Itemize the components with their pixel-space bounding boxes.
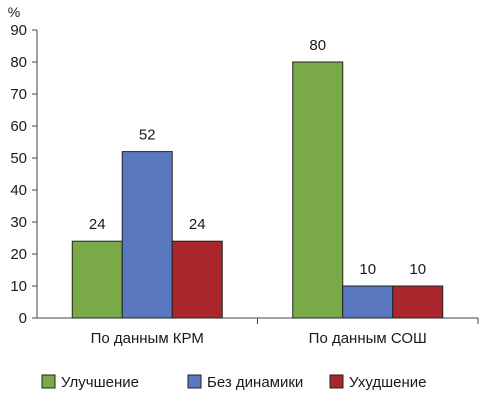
axes: 0 10 20 30 40 50 60 70 80 90% По данным КРМ По данн…: [8, 4, 479, 347]
bar: [342, 285, 394, 319]
bar-value-label: 24: [189, 216, 206, 233]
y-tick-label: 40: [10, 182, 27, 199]
legend-label: Без динамики: [207, 374, 303, 391]
x-category-label: По данным КРМ: [91, 330, 204, 347]
bar-value-label: 52: [139, 127, 156, 144]
legend-swatch: [329, 374, 344, 389]
bar-value-label: 10: [409, 261, 426, 278]
bars: [71, 61, 444, 319]
y-tick-label: 60: [10, 118, 27, 135]
y-tick-label: 70: [10, 86, 27, 103]
bar-value-label: 24: [89, 216, 106, 233]
y-tick-label: 80: [10, 54, 27, 71]
legend-label: Ухудшение: [349, 374, 427, 391]
y-axis-unit-label: %: [8, 4, 20, 20]
bar: [171, 240, 223, 319]
bar-value-label: 10: [359, 261, 376, 278]
y-tick-label: 50: [10, 150, 27, 167]
legend: Улучшение Без динамики Ухудшение: [41, 374, 427, 391]
y-tick-label: 20: [10, 246, 27, 263]
bar: [292, 61, 344, 319]
y-tick-label: 90: [10, 22, 27, 39]
legend-swatch: [41, 374, 56, 389]
bar: [121, 151, 173, 319]
x-category-label: По данным СОШ: [309, 330, 427, 347]
legend-swatch: [187, 374, 202, 389]
legend-label: Улучшение: [61, 374, 139, 391]
y-tick-label: 0: [19, 310, 27, 327]
bar: [392, 285, 444, 319]
y-tick-label: 10: [10, 278, 27, 295]
data-labels: 24 52 24 80 10 10: [89, 37, 426, 278]
y-tick-label: 30: [10, 214, 27, 231]
bar: [71, 240, 123, 319]
bar-value-label: 80: [309, 37, 326, 54]
